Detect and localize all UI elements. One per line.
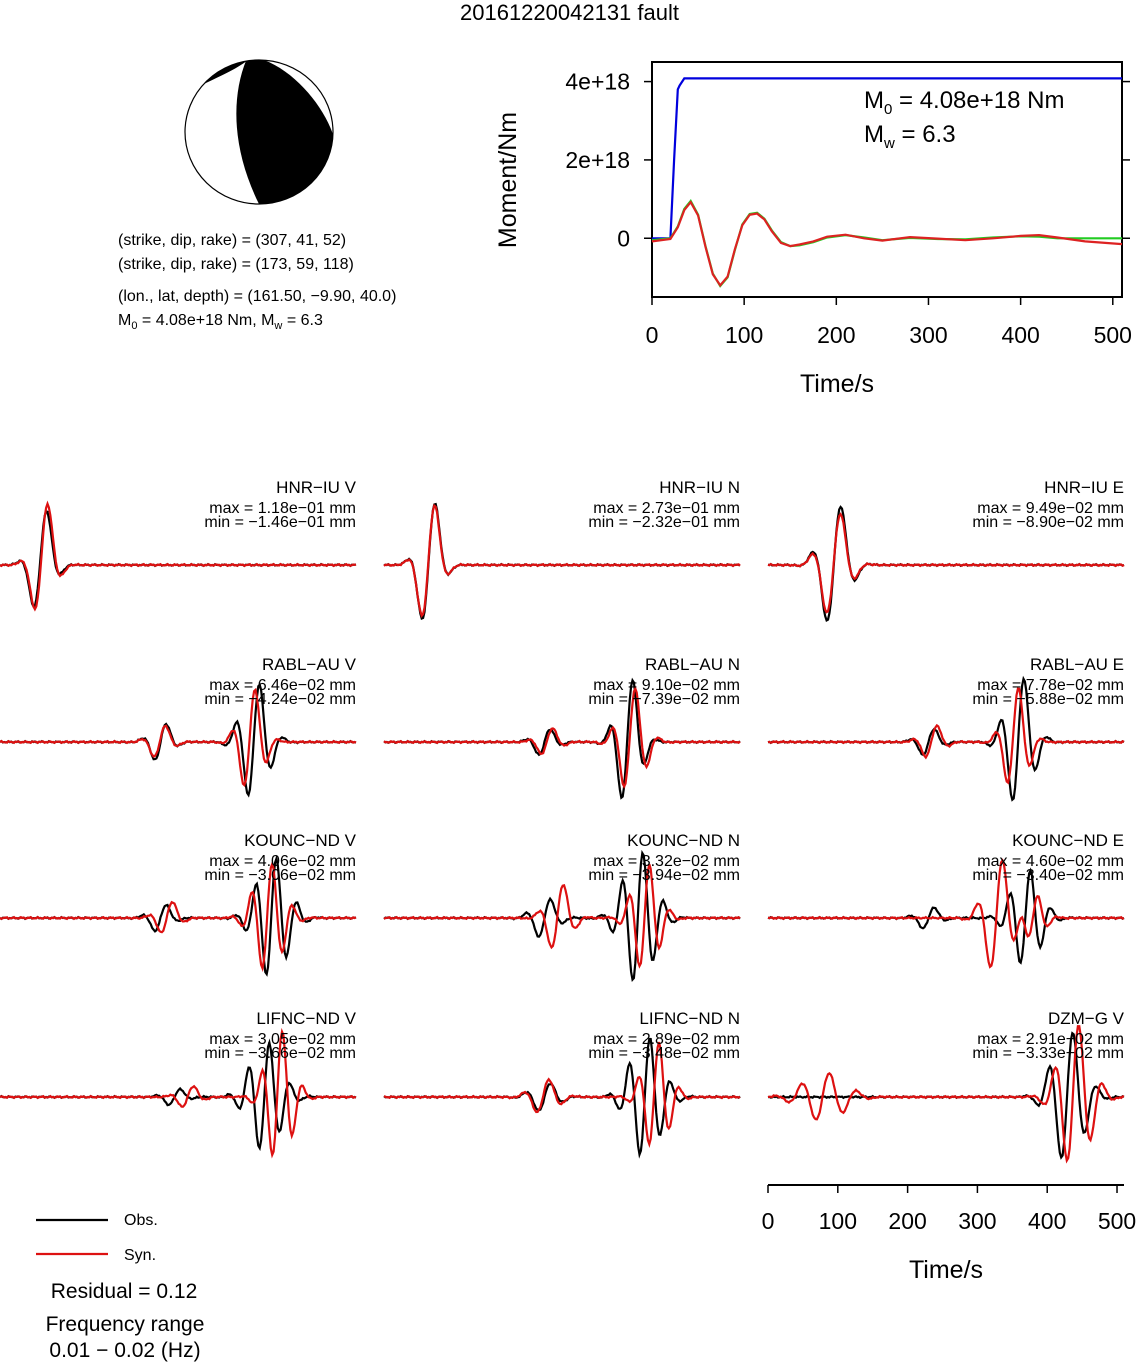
m0-symbol: M [118,312,132,329]
moment-y-tick-label: 4e+18 [565,69,630,95]
moment-m0-annotation: M0 = 4.08e+18 Nm [864,87,1064,118]
beachball-compressional-main [236,60,333,204]
m0-sub: 0 [131,320,138,333]
legend-syn-label: Syn. [124,1247,157,1264]
moment-mw-annotation: Mw = 6.3 [864,121,956,152]
station-name: LIFNC−ND V [256,1009,356,1028]
obs-trace [767,867,1125,965]
moment-magnitude: M0 = 4.08e+18 Nm, Mw = 6.3 [118,312,323,332]
moment-y-tick-label: 2e+18 [565,147,630,173]
station-name: RABL−AU N [645,655,740,674]
syn-trace [383,1041,741,1149]
syn-trace [383,503,741,618]
station-name: HNR−IU N [659,478,740,497]
station-min: min = −3.48e−02 mm [588,1045,740,1062]
figure-title: 20161220042131 fault [460,0,679,25]
station-name: KOUNC−ND N [627,831,740,850]
moment-x-tick-label: 400 [1001,322,1039,348]
station-min: min = −3.40e−02 mm [972,867,1124,884]
station-max: max = 1.18e−01 mm [209,500,356,517]
moment-x-tick-label: 300 [909,322,947,348]
station-max: max = 6.46e−02 mm [209,677,356,694]
station-name: RABL−AU E [1029,655,1124,674]
moment-x-tick-label: 200 [817,322,855,348]
station-min: min = −3.06e−02 mm [204,867,356,884]
station-min: min = −3.94e−02 mm [588,867,740,884]
moment-chart: 0 100 200 300 400 500 0 2e+18 4e+18 Time/s Moment/… [494,61,1132,398]
nodal-plane-2: (strike, dip, rake) = (173, 59, 118) [118,256,354,273]
station-min: min = −4.24e−02 mm [204,691,356,708]
station-name: KOUNC−ND E [1012,831,1124,850]
station-max: max = 2.91e−02 mm [977,1031,1124,1048]
residual-text: Residual = 0.12 [50,1280,198,1303]
syn-trace [0,500,357,612]
syn-trace [767,687,1125,785]
station-name: LIFNC−ND N [639,1009,740,1028]
m0-value: = 4.08e+18 Nm, M [137,312,275,329]
moment-x-axis-label: Time/s [800,370,874,398]
wave-x-axis-label: Time/s [909,1256,983,1284]
station-max: max = 9.10e−02 mm [593,677,740,694]
moment-x-tick-label: 0 [646,322,659,348]
station-min: min = −1.46e−01 mm [204,514,356,531]
station-max: max = 7.78e−02 mm [977,677,1124,694]
legend-obs-label: Obs. [124,1212,158,1229]
station-min: min = −3.66e−02 mm [204,1045,356,1062]
station-min: min = −8.90e−02 mm [972,514,1124,531]
moment-x-tick-label: 500 [1094,322,1132,348]
hypocenter: (lon., lat, depth) = (161.50, −9.90, 40.… [118,288,397,305]
station-name: KOUNC−ND V [244,831,356,850]
frequency-value: 0.01 − 0.02 (Hz) [49,1339,201,1362]
station-min: min = −2.32e−01 mm [588,514,740,531]
station-max: max = 3.32e−02 mm [593,853,740,870]
station-max: max = 9.49e−02 mm [977,500,1124,517]
moment-x-tick-label: 100 [725,322,763,348]
syn-trace [767,512,1125,614]
wave-x-tick-label: 100 [819,1208,857,1234]
station-min: min = −3.33e−02 mm [972,1045,1124,1062]
syn-trace [383,685,741,789]
syn-trace [767,858,1125,969]
nodal-plane-1: (strike, dip, rake) = (307, 41, 52) [118,232,347,249]
syn-trace [0,860,357,973]
station-max: max = 3.05e−02 mm [209,1031,356,1048]
station-name: HNR−IU E [1044,478,1124,497]
station-max: max = 2.73e−01 mm [593,500,740,517]
station-max: max = 4.60e−02 mm [977,853,1124,870]
station-max: max = 4.06e−02 mm [209,853,356,870]
station-min: min = −5.88e−02 mm [972,691,1124,708]
mw-sub: w [274,320,283,333]
moment-plot-frame [651,61,1123,298]
station-name: DZM−G V [1047,1009,1124,1028]
mw-value: = 6.3 [282,312,323,329]
wave-x-tick-label: 500 [1098,1208,1136,1234]
moment-series-2 [651,200,1123,288]
beachball [184,59,334,205]
station-name: RABL−AU V [261,655,356,674]
wave-x-tick-label: 300 [958,1208,996,1234]
syn-trace [383,863,741,969]
legend-lines [36,1218,108,1256]
moment-y-tick-label: 0 [617,225,630,251]
station-name: HNR−IU V [276,478,356,497]
syn-trace [0,687,357,787]
frequency-label: Frequency range [45,1313,205,1336]
syn-trace [768,1025,1125,1164]
wave-x-tick-label: 0 [762,1208,775,1234]
moment-y-axis-label: Moment/Nm [494,112,522,248]
station-min: min = −7.39e−02 mm [588,691,740,708]
syn-trace [0,1027,357,1159]
station-max: max = 2.89e−02 mm [593,1031,740,1048]
wave-x-tick-label: 400 [1028,1208,1066,1234]
wave-x-tick-label: 200 [888,1208,926,1234]
